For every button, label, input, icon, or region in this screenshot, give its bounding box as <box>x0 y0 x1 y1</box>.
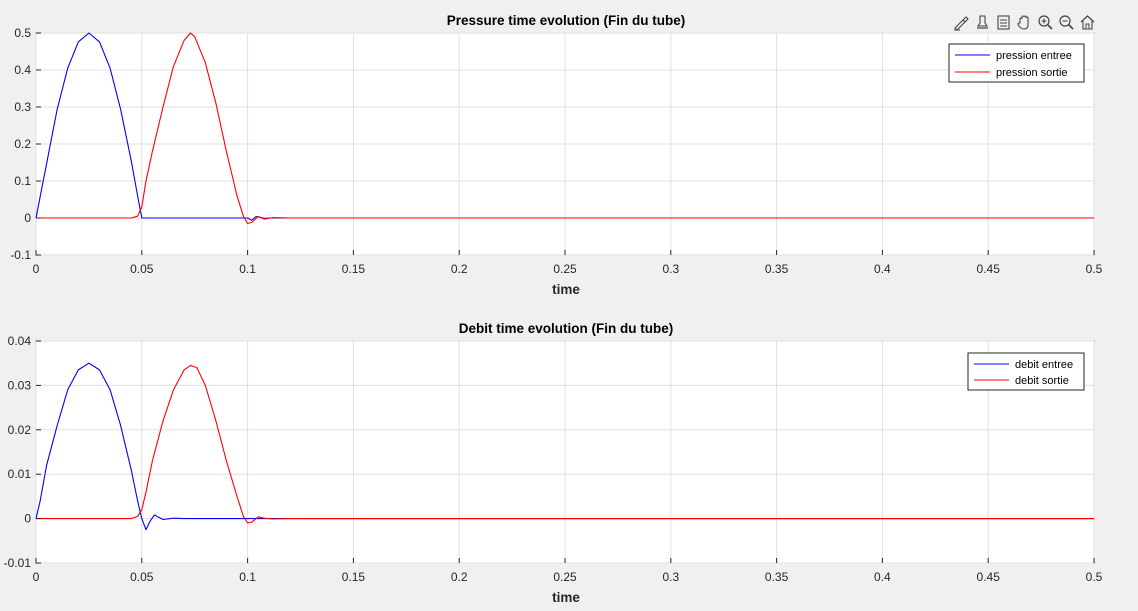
zoom-out-icon <box>1059 14 1074 30</box>
series-line-debit-sortie[interactable] <box>36 364 1094 524</box>
data-tip-button[interactable] <box>973 11 992 33</box>
x-tick-label: 0.05 <box>130 262 154 276</box>
x-tick-label: 0.2 <box>451 570 468 584</box>
legend-label-pression-sortie: pression sortie <box>996 67 1068 79</box>
x-tick-label: 0.25 <box>553 262 577 276</box>
pan-hand-icon <box>1017 14 1029 30</box>
x-tick-label: 0.1 <box>239 262 256 276</box>
x-tick-label: 0.4 <box>874 262 891 276</box>
brush-edit-icon <box>954 15 969 31</box>
y-tick-label: 0.2 <box>14 137 31 151</box>
y-tick-label: 0 <box>24 211 31 225</box>
y-tick-label: 0.1 <box>14 174 31 188</box>
pan-button[interactable] <box>1015 11 1034 33</box>
brush-edit-button[interactable] <box>952 11 971 33</box>
axes-toolbar <box>952 10 1097 34</box>
zoom-in-button[interactable] <box>1036 11 1055 33</box>
y-tick-label: 0.01 <box>8 467 32 481</box>
x-tick-label: 0.4 <box>874 570 891 584</box>
x-tick-label: 0.45 <box>977 570 1001 584</box>
pressure-x-axis-label: time <box>552 282 580 297</box>
x-tick-label: 0.5 <box>1086 262 1103 276</box>
y-tick-label: 0.4 <box>14 63 31 77</box>
x-tick-label: 0.45 <box>977 262 1001 276</box>
x-tick-label: 0.35 <box>765 570 789 584</box>
x-tick-label: 0.05 <box>130 570 154 584</box>
debit-legend[interactable]: debit entree debit sortie <box>967 352 1085 391</box>
y-tick-label: -0.01 <box>4 556 32 570</box>
x-tick-label: 0.3 <box>662 262 679 276</box>
zoom-out-button[interactable] <box>1057 11 1076 33</box>
zoom-in-icon <box>1038 14 1053 30</box>
series-line-pression-sortie[interactable] <box>36 32 1094 225</box>
x-tick-label: 0.3 <box>662 570 679 584</box>
debit-axes[interactable]: 0 0.05 0.1 0.15 0.2 0.25 0.3 0.35 0.4 0.45 0.5 -0.0… <box>4 321 1103 605</box>
legend-label-debit-entree: debit entree <box>1015 359 1073 371</box>
home-button[interactable] <box>1078 11 1097 33</box>
y-tick-label: 0.3 <box>14 100 31 114</box>
y-tick-label: 0.5 <box>14 26 31 40</box>
x-tick-label: 0 <box>33 570 40 584</box>
y-tick-label: -0.1 <box>10 248 31 262</box>
debit-chart-title: Debit time evolution (Fin du tube) <box>459 321 673 336</box>
legend-label-pression-entree: pression entree <box>996 50 1072 62</box>
x-tick-label: 0.15 <box>342 262 366 276</box>
y-tick-label: 0.02 <box>8 423 32 437</box>
x-tick-label: 0 <box>33 262 40 276</box>
x-tick-label: 0.15 <box>342 570 366 584</box>
y-tick-label: 0 <box>24 512 31 526</box>
x-tick-label: 0.25 <box>553 570 577 584</box>
pressure-legend[interactable]: pression entree pression sortie <box>948 43 1085 83</box>
y-tick-label: 0.04 <box>8 334 32 348</box>
pressure-axes[interactable]: 0 0.05 0.1 0.15 0.2 0.25 0.3 0.35 0.4 0.45 0.5 -0.1… <box>10 13 1102 297</box>
x-tick-label: 0.35 <box>765 262 789 276</box>
x-tick-label: 0.1 <box>239 570 256 584</box>
y-tick-label: 0.03 <box>8 378 32 392</box>
series-line-debit-entree[interactable] <box>35 362 1094 531</box>
pressure-chart-title: Pressure time evolution (Fin du tube) <box>447 13 686 28</box>
data-tip-icon <box>976 14 989 29</box>
legend-label-debit-sortie: debit sortie <box>1015 375 1069 387</box>
x-tick-label: 0.5 <box>1086 570 1103 584</box>
save-icon <box>997 14 1010 30</box>
debit-x-axis-label: time <box>552 590 580 605</box>
home-icon <box>1080 14 1095 30</box>
x-tick-label: 0.2 <box>451 262 468 276</box>
save-button[interactable] <box>994 11 1013 33</box>
